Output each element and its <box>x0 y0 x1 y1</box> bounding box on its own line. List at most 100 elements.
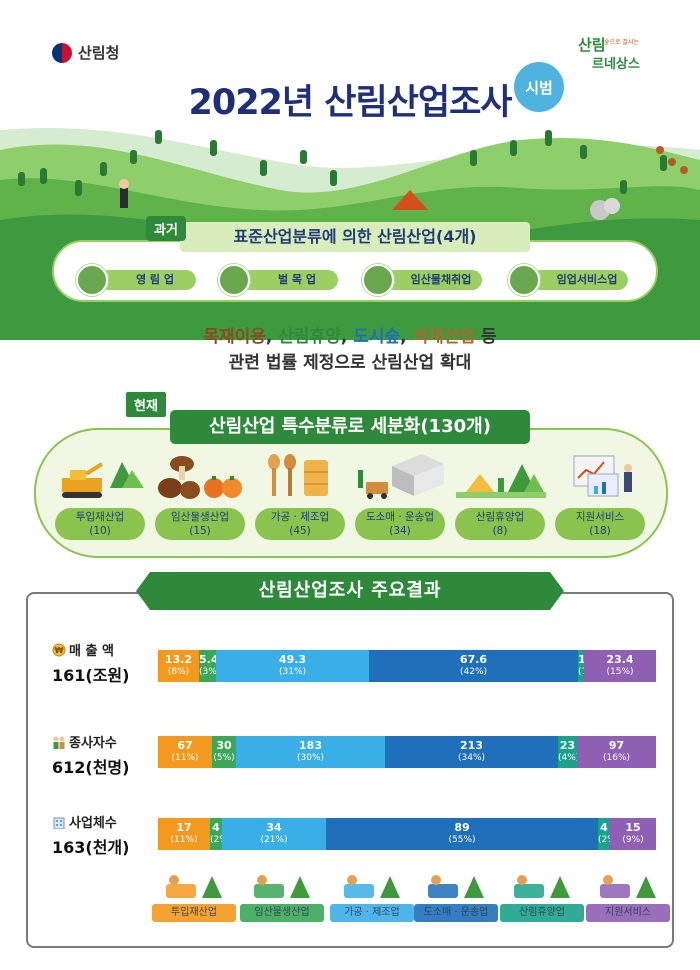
bar-segment: 34 (21%) <box>222 818 326 850</box>
metric-total: 161(조원) <box>52 666 130 685</box>
segment-value-label: 67.6 <box>459 653 488 666</box>
metric-total: 163(천개) <box>52 838 130 857</box>
segment-value-label: 89 <box>454 821 470 834</box>
metric-businesses: 사업체수 163(천개) <box>52 812 129 858</box>
change-word-wood: 목재이용 <box>203 327 266 347</box>
segment-value-label: 183 <box>299 739 322 752</box>
segment-share-label: (4%) <box>558 753 580 763</box>
segment-value-label: 17 <box>176 821 192 834</box>
legend-label: 가공 · 제조업 <box>330 904 414 922</box>
segment-share-label: (21%) <box>260 835 288 845</box>
wooden-utensils-icon <box>268 454 328 496</box>
mushroom-chestnut-persimmon-icon <box>158 456 242 499</box>
segment-value-label: 13.2 <box>164 653 193 666</box>
bar-segment: 13.2 (8%) <box>158 650 199 682</box>
past-item-label: 임산물채취업 <box>384 270 482 290</box>
segment-value-label: 23.4 <box>606 653 634 666</box>
legend-label: 임산물생산업 <box>240 904 324 922</box>
segment-share-label: (42%) <box>459 667 488 677</box>
bar-segment: 97 (16%) <box>577 736 656 768</box>
category-input-industry: 투입재산업 (10) <box>52 448 148 544</box>
change-sep: , <box>265 327 279 347</box>
legend-illustration-icon <box>344 875 400 898</box>
category-pill: 임산물생산업 (15) <box>155 508 245 540</box>
stacked-bar-businesses: 17 (11%) 4 (2%) 34 (21%) 89 (55%) 4 (2%) 15 (9%) <box>158 818 656 850</box>
legend-label: 지원서비스 <box>586 904 670 922</box>
change-word-urban-forest: 도시숲 <box>353 327 401 347</box>
legend-label: 도소매 · 운송업 <box>414 904 498 922</box>
segment-share-label: (55%) <box>448 835 476 845</box>
metric-label: 종사자수 <box>69 736 117 751</box>
segment-value-label: 97 <box>608 739 625 752</box>
category-pill: 가공 · 제조업 (45) <box>255 508 345 540</box>
past-tag: 과거 <box>146 216 186 241</box>
svg-text:₩: ₩ <box>55 646 64 655</box>
forestry-service-icon <box>508 264 540 296</box>
past-item: 임업서비스업 <box>508 264 628 296</box>
category-name: 도소매 · 운송업 <box>366 511 434 523</box>
segment-value-label: 213 <box>460 739 483 752</box>
segment-value-label: 34 <box>266 821 282 834</box>
government-emblem-icon <box>52 42 72 63</box>
category-count: (34) <box>389 525 411 537</box>
past-item-label: 영 림 업 <box>98 270 196 290</box>
metric-total: 612(천명) <box>52 758 130 777</box>
category-name: 지원서비스 <box>575 511 625 523</box>
legend-item: 지원서비스 <box>586 868 670 924</box>
category-name: 산림휴양업 <box>475 511 525 523</box>
bar-segment: 4 (2%) <box>598 818 619 850</box>
page-title: 2022년 산림산업조사 <box>188 83 513 123</box>
legend-label: 산림휴양업 <box>500 904 584 922</box>
stacked-bar-employees: 67 (11%) 30 (5%) 183 (30%) 213 (34%) 23 (4%) 97 (16… <box>158 736 656 768</box>
past-item: 임산물채취업 <box>362 264 482 296</box>
bar-segment: 89 (55%) <box>326 818 598 850</box>
bar-segment: 17 (11%) <box>158 818 210 850</box>
results-title-ribbon: 산림산업조사 주요결과 <box>136 572 564 610</box>
segment-share-label: (30%) <box>296 753 325 763</box>
bar-segment: 15 (9%) <box>610 818 656 850</box>
segment-share-label: (15%) <box>606 667 634 677</box>
harvesting-icon <box>362 264 394 296</box>
warehouse-truck-icon <box>358 454 444 499</box>
change-sep: , <box>340 327 354 347</box>
segment-value-label: 5.4 <box>199 653 219 666</box>
logging-icon <box>218 264 250 296</box>
present-title: 산림산업 특수분류로 세분화(130개) <box>209 416 491 437</box>
report-documents-icon <box>573 455 632 497</box>
bar-segment: 67 (11%) <box>158 736 212 768</box>
category-recreation: 산림휴양업 (8) <box>452 448 548 544</box>
bar-segment: 5.4 (3%) <box>199 650 220 682</box>
legend-item: 도소매 · 운송업 <box>414 868 498 924</box>
change-word-stone: 석재산업 <box>412 327 476 347</box>
category-count: (8) <box>492 525 508 537</box>
forestry-worker-icon <box>76 264 108 296</box>
stacked-bar-sales: 13.2(8%)5.4(3%)49.3(31%)67.6(42%)1.9(1%)… <box>158 650 656 682</box>
workers-icon <box>53 736 65 749</box>
bar-segment: 23.4 (15%) <box>584 650 656 682</box>
segment-share-label: (2%) <box>210 835 232 845</box>
legend-item: 가공 · 제조업 <box>330 868 414 924</box>
campsite-icon <box>456 464 546 498</box>
legend-item: 투입재산업 <box>152 868 236 924</box>
metric-employees: 종사자수 612(천명) <box>52 732 129 778</box>
segment-value-label: 23 <box>559 739 576 752</box>
agency-logo: 산림청 <box>52 42 119 63</box>
bar-segment: 4 (2%) <box>210 818 232 850</box>
present-tag: 현재 <box>124 390 168 419</box>
present-title-box: 산림산업 특수분류로 세분화(130개) <box>170 410 530 444</box>
legend-illustration-icon <box>514 875 570 898</box>
category-forest-products: 임산물생산업 (15) <box>152 448 248 544</box>
change-sep: , <box>400 327 413 347</box>
category-pill: 지원서비스 (18) <box>555 508 645 540</box>
bar-segment: 67.6 (42%) <box>369 650 578 682</box>
brand-small: 숲으로 잘사는 <box>604 39 640 46</box>
segment-value-label: 4 <box>212 821 220 834</box>
change-line2: 관련 법률 제정으로 산림산업 확대 <box>228 353 472 373</box>
category-name: 임산물생산업 <box>171 511 229 523</box>
brand-line2: 르네상스 <box>592 57 640 72</box>
category-support-services: 지원서비스 (18) <box>552 448 648 544</box>
segment-value-label: 4 <box>600 821 608 834</box>
legend-item: 산림휴양업 <box>500 868 584 924</box>
legend-illustration-icon <box>166 875 222 898</box>
